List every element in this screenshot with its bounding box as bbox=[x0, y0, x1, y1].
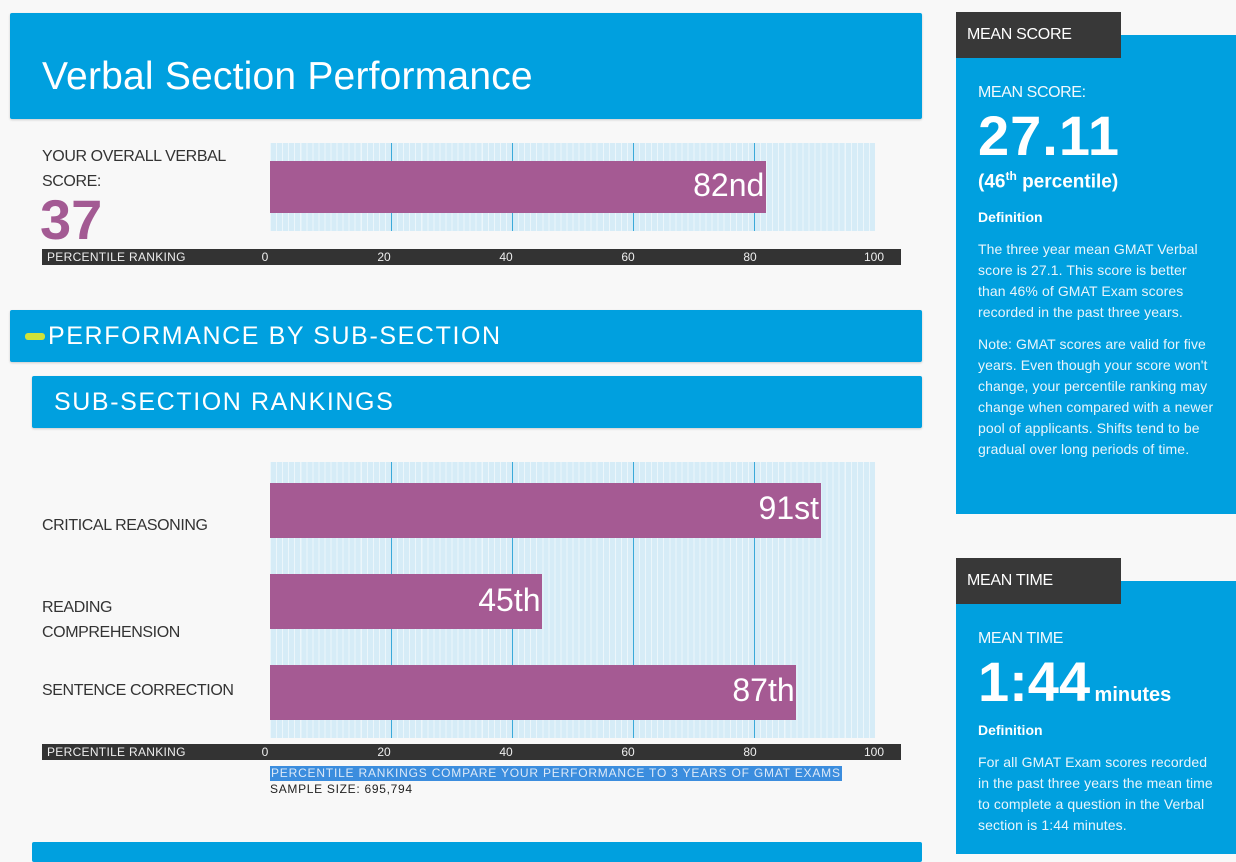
percentile-axis: PERCENTILE RANKING 0 20 40 60 80 100 bbox=[42, 249, 901, 265]
axis-tick: 80 bbox=[743, 250, 757, 264]
sentence-correction-bar bbox=[270, 665, 797, 720]
mean-time-tab: MEAN TIME bbox=[956, 558, 1121, 604]
axis-tick: 20 bbox=[377, 745, 391, 759]
page-title-bar: Verbal Section Performance bbox=[10, 13, 922, 119]
next-section-header[interactable] bbox=[32, 842, 922, 862]
subsection-rankings-header: SUB-SECTION RANKINGS bbox=[32, 376, 922, 428]
row-label-sentence-correction: SENTENCE CORRECTION bbox=[42, 682, 234, 699]
critical-reasoning-value-label: 91st bbox=[758, 490, 820, 526]
mean-score-note-text: Note: GMAT scores are valid for five yea… bbox=[978, 336, 1214, 457]
axis-tick: 0 bbox=[261, 250, 269, 264]
mean-score-label: MEAN SCORE: bbox=[978, 84, 1086, 101]
page-title: Verbal Section Performance bbox=[42, 55, 533, 98]
axis-tick: 40 bbox=[499, 250, 513, 264]
overall-percentile-label: 82nd bbox=[693, 167, 765, 203]
axis-tick: 0 bbox=[261, 745, 269, 759]
collapse-icon[interactable] bbox=[25, 333, 45, 340]
axis-tick: 80 bbox=[743, 745, 757, 759]
axis-tick: 100 bbox=[863, 250, 885, 264]
percentile-note: PERCENTILE RANKINGS COMPARE YOUR PERFORM… bbox=[270, 766, 842, 781]
subsection-accordion-header[interactable]: PERFORMANCE BY SUB-SECTION bbox=[10, 310, 922, 362]
reading-comprehension-value-label: 45th bbox=[478, 582, 541, 618]
overall-score-value: 37 bbox=[40, 188, 103, 251]
subsection-percentile-chart: 91st 45th 87th bbox=[270, 462, 875, 738]
axis-title: PERCENTILE RANKING bbox=[47, 250, 186, 264]
mean-score-tab-label: MEAN SCORE bbox=[967, 26, 1072, 43]
axis-tick: 100 bbox=[863, 745, 885, 759]
mean-score-definition-title: Definition bbox=[978, 209, 1043, 225]
gridline bbox=[633, 462, 634, 738]
mean-score-panel: MEAN SCORE: 27.11 (46th percentile) Defi… bbox=[956, 35, 1236, 514]
axis-tick: 20 bbox=[377, 250, 391, 264]
mean-score-percentile: (46th percentile) bbox=[978, 169, 1119, 193]
overall-percentile-bar bbox=[270, 161, 767, 213]
sentence-correction-value-label: 87th bbox=[732, 672, 795, 708]
reading-comprehension-bar bbox=[270, 574, 543, 629]
mean-time-value: 1:44 minutes bbox=[978, 650, 1172, 713]
mean-time-panel: MEAN TIME 1:44 minutes Definition For al… bbox=[956, 581, 1236, 854]
mean-time-definition-title: Definition bbox=[978, 722, 1043, 738]
mean-score-definition-text: The three year mean GMAT Verbal score is… bbox=[978, 241, 1198, 320]
gridline bbox=[754, 462, 755, 738]
percentile-axis: PERCENTILE RANKING 0 20 40 60 80 100 bbox=[42, 744, 901, 760]
axis-tick: 40 bbox=[499, 745, 513, 759]
mean-score-value: 27.11 bbox=[978, 104, 1121, 167]
mean-time-label: MEAN TIME bbox=[978, 630, 1064, 647]
row-label-critical-reasoning: CRITICAL REASONING bbox=[42, 517, 208, 534]
sample-size: SAMPLE SIZE: 695,794 bbox=[270, 782, 413, 796]
subsection-heading: PERFORMANCE BY SUB-SECTION bbox=[48, 322, 502, 350]
overall-score-label: YOUR OVERALL VERBAL SCORE: bbox=[42, 148, 226, 190]
overall-percentile-chart: 82nd bbox=[270, 143, 875, 231]
mean-time-tab-label: MEAN TIME bbox=[967, 572, 1053, 589]
axis-title: PERCENTILE RANKING bbox=[47, 745, 186, 759]
row-label-reading-comprehension: READING COMPREHENSION bbox=[42, 599, 180, 641]
mean-time-definition-text: For all GMAT Exam scores recorded in the… bbox=[978, 754, 1213, 833]
critical-reasoning-bar bbox=[270, 483, 821, 538]
axis-tick: 60 bbox=[621, 745, 635, 759]
axis-tick: 60 bbox=[621, 250, 635, 264]
subsection-rankings-heading: SUB-SECTION RANKINGS bbox=[54, 388, 395, 416]
mean-score-tab: MEAN SCORE bbox=[956, 12, 1121, 58]
